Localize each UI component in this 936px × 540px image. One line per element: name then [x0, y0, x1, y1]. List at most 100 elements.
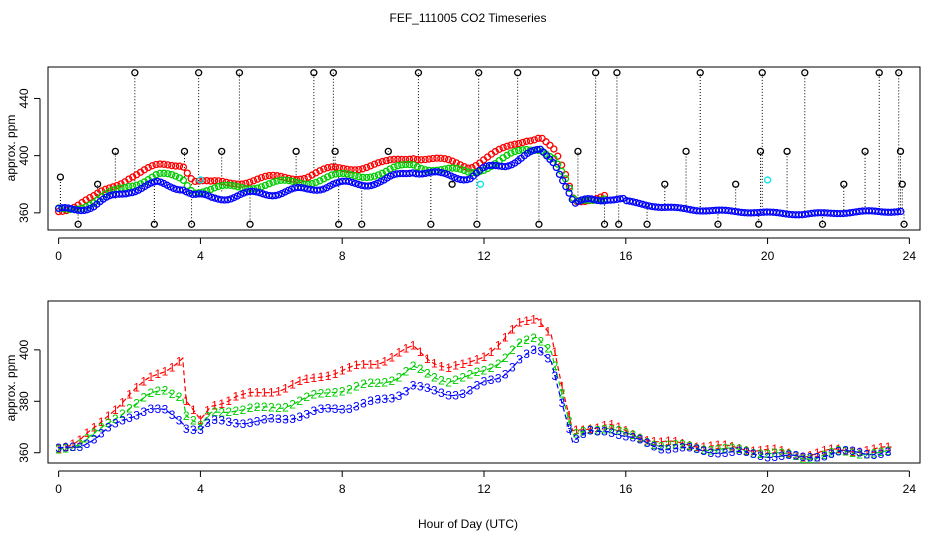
blue-point [176, 186, 184, 194]
series-3-marker: 3 [573, 432, 580, 446]
bottom-y-tick-label: 380 [17, 391, 31, 411]
series-3-marker: 3 [764, 450, 771, 464]
series-3-marker: 3 [240, 417, 247, 431]
series-3-marker: 3 [410, 379, 417, 393]
series-2-marker: 2 [863, 448, 870, 462]
red-point [257, 173, 266, 182]
series-3-marker: 3 [771, 450, 778, 464]
spike-point [613, 69, 621, 77]
series-2-marker: 2 [700, 443, 707, 457]
series-2-marker: 2 [651, 438, 658, 452]
green-point [226, 181, 234, 189]
red-point [429, 154, 437, 163]
series-1-marker: 1 [466, 355, 473, 369]
blue-point [434, 168, 442, 176]
red-point [507, 141, 515, 149]
red-point [402, 155, 410, 164]
series-2-marker: 2 [275, 401, 282, 415]
red-point [261, 172, 269, 181]
green-point [550, 154, 558, 163]
red-point [378, 157, 386, 166]
green-point [156, 169, 164, 178]
series-1-marker: 1 [474, 353, 481, 367]
red-point [518, 138, 527, 147]
series-3-marker: 3 [537, 345, 544, 359]
series-3-marker: 3 [303, 407, 310, 421]
series-3-marker: 3 [544, 351, 551, 365]
series-2-marker: 2 [403, 365, 410, 379]
series-3-marker: 3 [856, 446, 863, 460]
series-3-marker: 3 [325, 401, 332, 415]
top-x-tick-label: 8 [339, 249, 346, 263]
green-point [390, 163, 398, 171]
series-3-marker: 3 [388, 391, 395, 405]
series-2-marker: 2 [828, 445, 835, 459]
series-1-marker: 1 [133, 381, 140, 395]
spike-point [187, 220, 196, 228]
green-point [378, 169, 386, 177]
series-3-marker: 3 [502, 368, 509, 382]
series-3-marker: 3 [339, 402, 346, 416]
series-2-marker: 2 [537, 334, 544, 348]
series-2-marker: 2 [289, 398, 296, 412]
series-3-marker: 3 [814, 451, 821, 465]
series-2-marker: 2 [112, 412, 119, 426]
red-point [421, 155, 429, 164]
blue-point [351, 179, 359, 188]
blue-point [80, 206, 88, 215]
red-point [417, 156, 425, 164]
series-3-marker: 3 [176, 414, 183, 428]
series-3-marker: 3 [147, 402, 154, 416]
series-1-marker: 1 [821, 444, 828, 458]
blue-point [354, 180, 363, 189]
spike-point [861, 147, 869, 156]
series-3-marker: 3 [743, 445, 750, 459]
series-3-marker: 3 [630, 430, 637, 444]
series-3-marker: 3 [885, 445, 892, 459]
bottom-x-tick-label: 4 [197, 482, 204, 496]
series-2-marker: 2 [282, 400, 289, 414]
series-2-marker: 2 [750, 446, 757, 460]
green-point [335, 169, 344, 178]
series-1-marker: 1 [183, 394, 190, 408]
red-point [550, 145, 558, 153]
series-3-marker: 3 [204, 416, 211, 430]
series-3-marker: 3 [119, 414, 126, 428]
series-3-marker: 3 [140, 405, 147, 419]
blue-point [441, 169, 449, 178]
blue-point [632, 198, 640, 207]
series-2-marker: 2 [374, 376, 381, 390]
blue-point [255, 189, 264, 197]
green-point [402, 160, 410, 169]
series-1-marker: 1 [637, 431, 644, 445]
series-2-marker: 2 [55, 442, 62, 456]
spike-point [592, 69, 600, 77]
series-1-marker: 1 [757, 443, 764, 457]
series-1-marker: 1 [233, 390, 240, 404]
series-2-marker: 2 [566, 414, 573, 428]
red-point [125, 175, 133, 183]
series-1-marker: 1 [658, 435, 665, 449]
series-2-marker: 2 [835, 444, 842, 458]
series-3-marker: 3 [757, 449, 764, 463]
series-1-marker: 1 [84, 426, 91, 440]
series-1-marker: 1 [871, 442, 878, 456]
spike-point [682, 147, 690, 156]
series-3-marker: 3 [708, 446, 715, 460]
series-2-marker: 2 [197, 419, 204, 433]
series-3-marker: 3 [62, 440, 69, 454]
series-2-marker: 2 [530, 331, 537, 345]
spike-point [246, 220, 254, 228]
series-3-marker: 3 [190, 423, 197, 437]
series-3-marker: 3 [821, 450, 828, 464]
red-point [331, 163, 340, 171]
series-3-marker: 3 [778, 449, 785, 463]
series-2-marker: 2 [105, 416, 112, 430]
series-2-marker: 2 [431, 371, 438, 385]
series-1-marker: 1 [651, 434, 658, 448]
red-point [565, 182, 574, 190]
green-point [405, 160, 414, 169]
green-point [269, 178, 277, 186]
series-3-marker: 3 [55, 441, 62, 455]
green-point [277, 176, 285, 184]
